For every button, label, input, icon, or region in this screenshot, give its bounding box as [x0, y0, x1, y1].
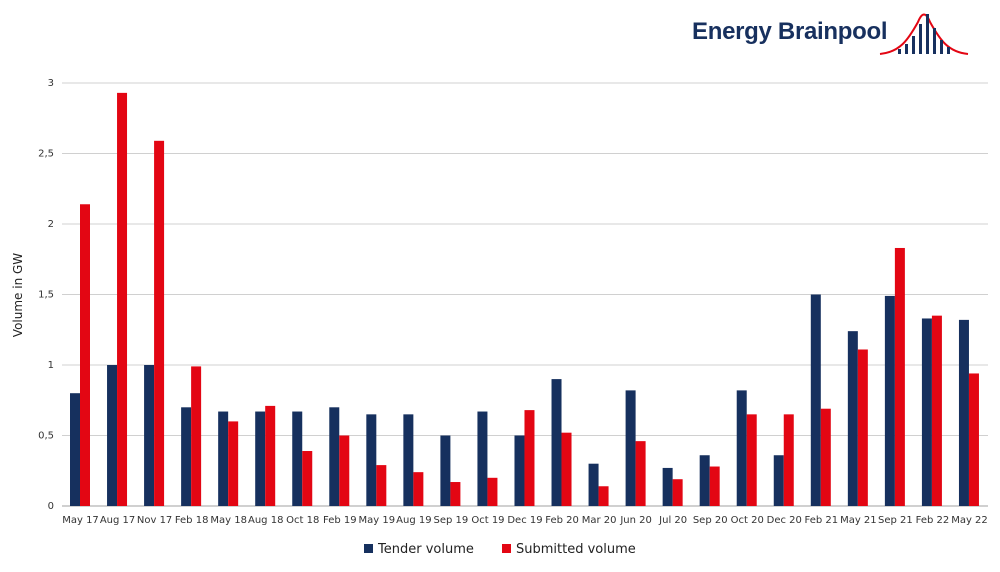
bar-submitted-feb-20 — [561, 432, 572, 506]
bar-tender-feb-20 — [551, 379, 562, 506]
bar-submitted-aug-17 — [117, 92, 128, 507]
x-tick-label: Nov 17 — [137, 515, 172, 526]
bar-submitted-oct-20 — [746, 414, 757, 506]
bar-submitted-may-22 — [968, 373, 979, 506]
bar-submitted-feb-18 — [191, 366, 202, 506]
bar-tender-oct-20 — [736, 390, 747, 506]
bar-tender-may-18 — [218, 411, 229, 506]
legend-swatch-tender — [364, 544, 373, 553]
bar-tender-jun-20 — [625, 390, 636, 506]
bar-submitted-oct-18 — [302, 451, 313, 506]
bell-curve-bars-icon — [879, 13, 969, 55]
y-axis-label: Volume in GW — [11, 253, 25, 337]
x-tick-label: Feb 22 — [916, 515, 950, 526]
x-axis-ticks: May 17 Aug 17 Nov 17 Feb 18 May 18 Aug 18 Oct … — [62, 515, 988, 526]
bar-submitted-feb-21 — [820, 408, 831, 506]
bar-tender-feb-21 — [810, 294, 821, 506]
x-tick-label: Aug 19 — [396, 515, 431, 526]
bar-submitted-may-21 — [857, 349, 868, 506]
bar-tender-may-21 — [847, 331, 858, 506]
legend: Tender volume Submitted volume — [364, 542, 636, 557]
x-tick-label: Feb 20 — [545, 515, 579, 526]
bar-tender-sep-19 — [440, 435, 451, 506]
y-tick-label: 1,5 — [38, 290, 54, 301]
y-tick-label: 1 — [48, 360, 54, 371]
x-tick-label: Mar 20 — [582, 515, 617, 526]
y-axis-ticks: 0 0,5 1 1,5 2 2,5 3 — [38, 78, 54, 512]
x-tick-label: Feb 18 — [175, 515, 209, 526]
bar-tender-may-19 — [366, 414, 377, 506]
bar-tender-oct-19 — [477, 411, 488, 506]
bar-tender-may-22 — [958, 319, 969, 506]
legend-label-tender: Tender volume — [377, 542, 474, 557]
bar-submitted-feb-19 — [339, 435, 350, 506]
x-tick-label: Sep 21 — [878, 515, 913, 526]
y-tick-label: 2,5 — [38, 149, 54, 160]
x-tick-label: May 19 — [359, 515, 396, 526]
x-tick-label: May 22 — [951, 515, 988, 526]
bar-tender-aug-17 — [107, 365, 118, 506]
x-tick-label: Dec 19 — [507, 515, 542, 526]
bar-submitted-may-17 — [80, 204, 90, 506]
x-tick-label: May 21 — [840, 515, 877, 526]
x-tick-label: Jun 20 — [619, 515, 652, 526]
bar-tender-mar-20 — [588, 463, 599, 506]
x-tick-label: May 18 — [210, 515, 247, 526]
bar-tender-dec-19 — [514, 435, 525, 506]
bar-tender-dec-20 — [773, 455, 784, 506]
x-tick-label: Feb 21 — [805, 515, 839, 526]
bar-submitted-aug-19 — [413, 472, 424, 506]
bar-submitted-sep-21 — [894, 247, 905, 506]
y-tick-label: 0 — [48, 501, 54, 512]
bar-submitted-dec-19 — [524, 410, 535, 506]
legend-label-submitted: Submitted volume — [516, 542, 636, 557]
x-tick-label: Oct 20 — [731, 515, 764, 526]
y-tick-label: 3 — [48, 78, 54, 89]
x-tick-label: Oct 18 — [286, 515, 319, 526]
bar-tender-may-17 — [70, 393, 80, 506]
x-tick-label: May 17 — [62, 515, 99, 526]
bar-submitted-oct-19 — [487, 477, 498, 506]
bar-tender-sep-21 — [884, 295, 895, 506]
x-tick-label: Oct 19 — [471, 515, 504, 526]
x-tick-label: Jul 20 — [658, 515, 687, 526]
legend-swatch-submitted — [502, 544, 511, 553]
bar-submitted-nov-17 — [154, 140, 165, 506]
bar-submitted-dec-20 — [783, 414, 794, 506]
x-tick-label: Sep 19 — [434, 515, 469, 526]
bar-submitted-may-18 — [228, 421, 239, 506]
bar-tender-sep-20 — [699, 455, 710, 506]
bar-tender-feb-18 — [181, 407, 192, 506]
bar-submitted-jul-20 — [672, 479, 683, 506]
bar-tender-jul-20 — [662, 467, 673, 506]
bar-submitted-sep-20 — [709, 466, 720, 506]
bar-tender-feb-22 — [921, 318, 932, 506]
gridlines — [62, 82, 988, 507]
bars — [70, 92, 979, 507]
bar-tender-nov-17 — [144, 365, 155, 506]
bar-tender-oct-18 — [292, 411, 303, 506]
x-tick-label: Aug 18 — [248, 515, 283, 526]
bar-tender-aug-18 — [255, 411, 266, 506]
y-tick-label: 0,5 — [38, 431, 54, 442]
bar-submitted-mar-20 — [598, 486, 609, 506]
bar-submitted-aug-18 — [265, 405, 276, 506]
brand-name: Energy Brainpool — [692, 18, 888, 45]
bar-submitted-may-19 — [376, 465, 387, 506]
bar-submitted-jun-20 — [635, 441, 646, 506]
x-tick-label: Feb 19 — [323, 515, 357, 526]
x-tick-label: Aug 17 — [100, 515, 135, 526]
y-tick-label: 2 — [48, 219, 54, 230]
x-tick-label: Dec 20 — [767, 515, 802, 526]
bar-tender-feb-19 — [329, 407, 340, 506]
bar-submitted-sep-19 — [450, 482, 461, 506]
bar-tender-aug-19 — [403, 414, 414, 506]
bar-submitted-feb-22 — [931, 315, 942, 506]
x-tick-label: Sep 20 — [693, 515, 728, 526]
